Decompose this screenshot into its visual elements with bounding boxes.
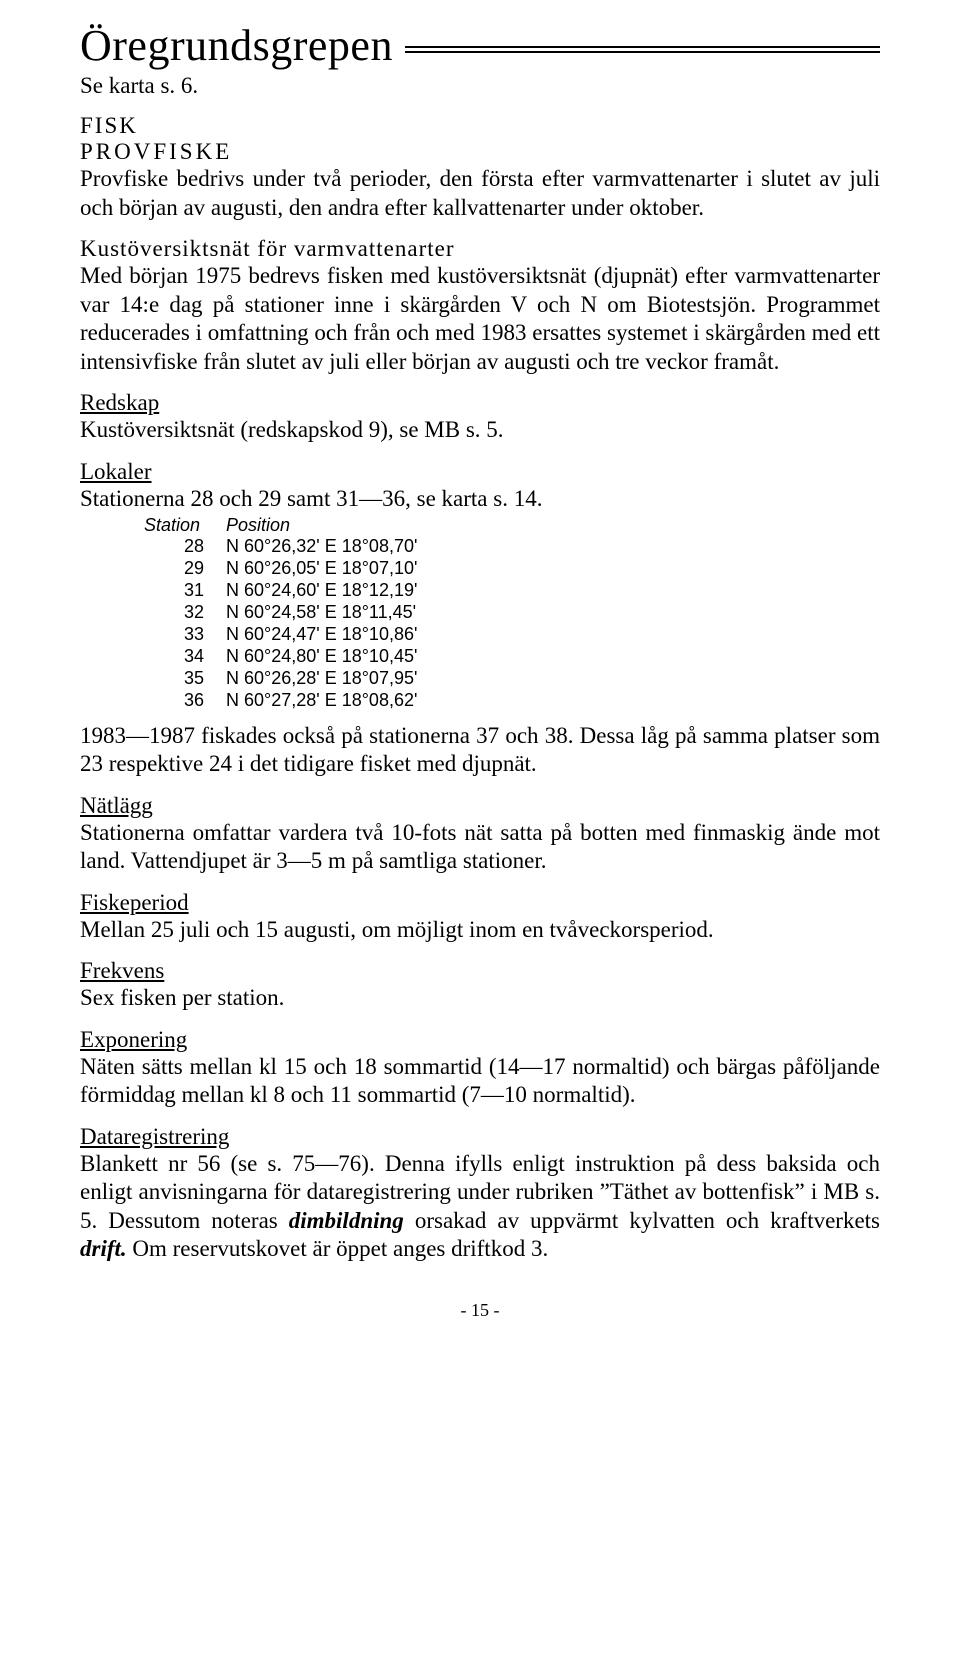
heading-fiskeperiod: Fiskeperiod (80, 890, 880, 916)
table-cell-position: N 60°27,28' E 18°08,62' (226, 690, 417, 712)
paragraph-after-table: 1983—1987 fiskades också på stationerna … (80, 722, 880, 779)
table-row: 32N 60°24,58' E 18°11,45' (144, 602, 880, 624)
table-cell-position: N 60°26,05' E 18°07,10' (226, 558, 417, 580)
table-cell-position: N 60°24,60' E 18°12,19' (226, 580, 417, 602)
table-cell-station: 33 (144, 624, 226, 646)
paragraph-redskap: Kustöversiktsnät (redskapskod 9), se MB … (80, 416, 880, 445)
table-cell-station: 36 (144, 690, 226, 712)
heading-lokaler: Lokaler (80, 459, 880, 485)
table-row: 36N 60°27,28' E 18°08,62' (144, 690, 880, 712)
table-cell-position: N 60°24,47' E 18°10,86' (226, 624, 417, 646)
datareg-em-dimbildning: dimbildning (289, 1208, 404, 1233)
table-cell-position: N 60°24,58' E 18°11,45' (226, 602, 416, 624)
table-cell-station: 31 (144, 580, 226, 602)
page-number: - 15 - (80, 1300, 880, 1321)
paragraph-kust: Med början 1975 bedrevs fisken med kustö… (80, 262, 880, 376)
page-title: Öregrundsgrepen (80, 20, 393, 71)
paragraph-exponering: Näten sätts mellan kl 15 och 18 sommarti… (80, 1053, 880, 1110)
heading-provfiske: PROVFISKE (80, 139, 880, 165)
table-body: 28N 60°26,32' E 18°08,70'29N 60°26,05' E… (144, 536, 880, 712)
datareg-text-c: Om reservutskovet är öppet anges driftko… (127, 1236, 549, 1261)
heading-redskap: Redskap (80, 390, 880, 416)
paragraph-lokaler: Stationerna 28 och 29 samt 31—36, se kar… (80, 485, 880, 514)
heading-dataregistrering: Dataregistrering (80, 1124, 880, 1150)
table-cell-station: 28 (144, 536, 226, 558)
table-col1-head: Station (144, 515, 226, 536)
paragraph-natlagg: Stationerna omfattar vardera två 10-fots… (80, 819, 880, 876)
title-rule-icon (405, 46, 880, 53)
table-cell-station: 35 (144, 668, 226, 690)
table-cell-station: 29 (144, 558, 226, 580)
table-row: 35N 60°26,28' E 18°07,95' (144, 668, 880, 690)
table-row: 29N 60°26,05' E 18°07,10' (144, 558, 880, 580)
heading-exponering: Exponering (80, 1027, 880, 1053)
table-row: 34N 60°24,80' E 18°10,45' (144, 646, 880, 668)
table-row: 31N 60°24,60' E 18°12,19' (144, 580, 880, 602)
table-header: StationPosition (144, 515, 880, 536)
page: Öregrundsgrepen Se karta s. 6. FISK PROV… (40, 0, 920, 1361)
heading-frekvens: Frekvens (80, 958, 880, 984)
paragraph-frekvens: Sex fisken per station. (80, 984, 880, 1013)
datareg-text-b: orsakad av uppvärmt kylvatten och kraftv… (404, 1208, 880, 1233)
heading-natlagg: Nätlägg (80, 793, 880, 819)
paragraph-intro: Provfiske bedrivs under två perioder, de… (80, 165, 880, 222)
table-row: 28N 60°26,32' E 18°08,70' (144, 536, 880, 558)
subtitle: Se karta s. 6. (80, 73, 880, 99)
table-cell-station: 32 (144, 602, 226, 624)
table-cell-position: N 60°26,32' E 18°08,70' (226, 536, 417, 558)
table-col2-head: Position (226, 515, 290, 536)
table-cell-position: N 60°26,28' E 18°07,95' (226, 668, 417, 690)
table-row: 33N 60°24,47' E 18°10,86' (144, 624, 880, 646)
heading-fisk: FISK (80, 113, 880, 139)
station-table: StationPosition 28N 60°26,32' E 18°08,70… (144, 515, 880, 712)
paragraph-fiskeperiod: Mellan 25 juli och 15 augusti, om möjlig… (80, 916, 880, 945)
title-row: Öregrundsgrepen (80, 20, 880, 71)
datareg-em-drift: drift. (80, 1236, 127, 1261)
table-cell-position: N 60°24,80' E 18°10,45' (226, 646, 417, 668)
table-cell-station: 34 (144, 646, 226, 668)
heading-kustoversiktsnat: Kustöversiktsnät för varmvattenarter (80, 236, 880, 262)
paragraph-dataregistrering: Blankett nr 56 (se s. 75—76). Denna ifyl… (80, 1150, 880, 1264)
